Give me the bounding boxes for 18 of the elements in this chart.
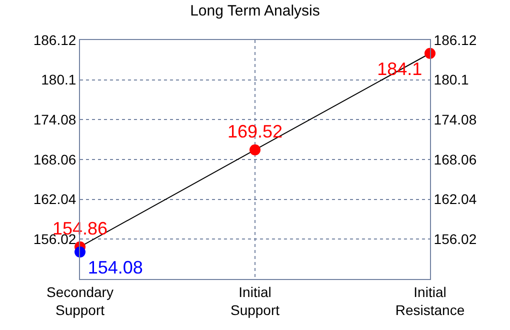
y2-tick-label: 156.02: [434, 231, 477, 248]
y2-tick-label: 186.12: [434, 32, 477, 48]
y2-tick-label: 168.06: [434, 151, 477, 168]
y-tick-label: 162.04: [33, 191, 76, 208]
x-tick-label: Initial Support: [230, 284, 280, 318]
data-label: 154.08: [88, 257, 143, 278]
chart-title: Long Term Analysis: [190, 2, 320, 20]
x-tick-label: Initial Resistance: [395, 284, 465, 318]
y-tick-label: 168.06: [33, 151, 76, 168]
y-tick-label: 180.1: [41, 72, 76, 88]
y2-tick-label: 174.08: [434, 112, 477, 128]
point: [250, 144, 260, 156]
data-label: 169.52: [227, 121, 283, 142]
y-tick-label: 186.12: [33, 32, 76, 48]
y-tick-label: 174.08: [33, 112, 76, 128]
y2-tick-label: 180.1: [434, 72, 470, 88]
x-tick-label: Secondary Support: [46, 284, 114, 318]
y2-tick-label: 162.04: [434, 191, 477, 208]
